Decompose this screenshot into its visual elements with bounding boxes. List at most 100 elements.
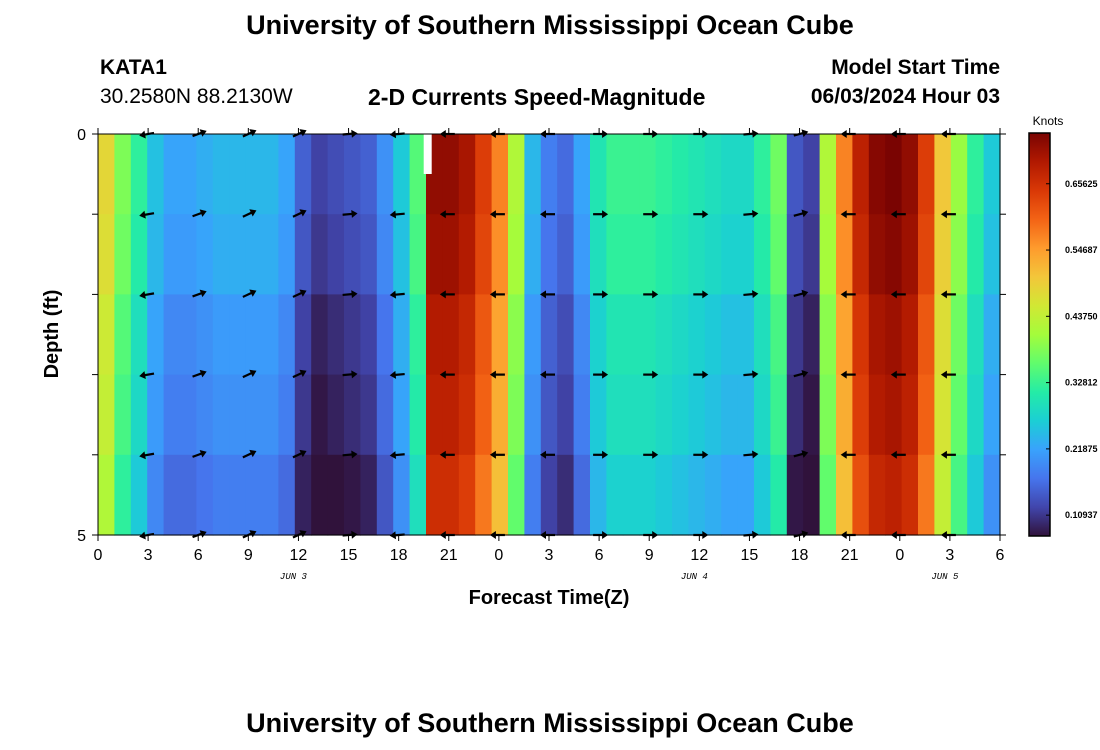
heatmap-cell — [130, 134, 148, 215]
heatmap-cell — [360, 374, 378, 456]
heatmap-cell — [918, 214, 935, 295]
heatmap-cell — [868, 294, 886, 376]
heatmap-cell — [458, 214, 476, 295]
heatmap-cell — [540, 134, 558, 215]
heatmap-cell — [836, 454, 853, 536]
heatmap-cell — [311, 134, 329, 215]
y-tick-label: 5 — [77, 528, 86, 545]
heatmap-cell — [229, 374, 247, 456]
colorbar-tick-label: 0.32812 — [1065, 378, 1098, 388]
heatmap-cell — [376, 454, 394, 536]
heatmap-cell — [737, 134, 755, 215]
x-tick-label: 0 — [94, 547, 103, 564]
heatmap-cell — [327, 214, 345, 295]
heatmap-cell — [458, 454, 476, 536]
heatmap-cell — [475, 214, 493, 295]
heatmap-cell — [229, 294, 247, 376]
heatmap-cell — [442, 214, 460, 295]
heatmap-cell — [426, 214, 443, 295]
heatmap-cell — [180, 454, 197, 536]
heatmap-cell — [458, 374, 476, 456]
heatmap-cell — [868, 134, 886, 215]
colorbar-tick-label: 0.43750 — [1065, 311, 1098, 321]
heatmap-cell — [983, 374, 1001, 456]
current-vector — [540, 450, 555, 459]
heatmap-cell — [147, 214, 165, 295]
heatmap-cell — [458, 294, 476, 376]
heatmap-cell — [737, 454, 755, 536]
heatmap-cell — [229, 214, 247, 295]
current-vector — [593, 370, 609, 379]
heatmap-cell — [524, 214, 542, 295]
heatmap-cell — [130, 374, 148, 456]
x-tick-label: 18 — [390, 547, 408, 564]
heatmap-cell — [344, 134, 361, 215]
chart-subtitle: 2-D Currents Speed-Magnitude — [368, 84, 706, 110]
heatmap-cell — [639, 214, 657, 295]
heatmap-cell — [688, 134, 706, 215]
heatmap-cell — [376, 374, 394, 456]
heatmap-cell — [885, 374, 903, 456]
heatmap-cell — [672, 214, 689, 295]
x-tick-label: 6 — [595, 547, 604, 564]
heatmap-cell — [803, 214, 821, 295]
current-vector — [489, 450, 505, 459]
heatmap-cell — [590, 374, 607, 456]
heatmap-cell — [262, 214, 279, 295]
heatmap-cell — [639, 454, 657, 536]
current-vector — [793, 289, 809, 298]
heatmap-cell — [934, 374, 952, 456]
heatmap-cell — [245, 454, 263, 536]
current-vector — [743, 209, 759, 218]
heatmap-cell — [442, 454, 460, 536]
heatmap-cell — [212, 214, 230, 295]
footer-title: University of Southern Mississippi Ocean… — [246, 708, 854, 738]
current-vector — [139, 210, 155, 219]
heatmap-cell — [885, 294, 903, 376]
date-label: JUN 5 — [931, 572, 959, 582]
heatmap-cell — [130, 214, 148, 295]
heatmap-cell — [393, 294, 411, 376]
heatmap-cell — [409, 134, 427, 215]
heatmap-cell — [819, 374, 837, 456]
heatmap-cell — [721, 374, 739, 456]
heatmap-cell — [491, 214, 509, 295]
heatmap-cell — [950, 374, 968, 456]
current-vector — [743, 370, 759, 379]
heatmap-cell — [622, 294, 640, 376]
heatmap-cell — [737, 214, 755, 295]
heatmap-cell — [819, 454, 837, 536]
heatmap-cell — [704, 214, 722, 295]
current-vector — [743, 450, 759, 459]
colorbar-gradient — [1028, 132, 1051, 537]
heatmap-cell — [868, 374, 886, 456]
heatmap-cell — [409, 294, 427, 376]
heatmap-cell — [606, 134, 624, 215]
heatmap-cell — [573, 454, 591, 536]
heatmap-cell — [557, 294, 575, 376]
heatmap-cell — [376, 214, 394, 295]
x-tick-label: 9 — [244, 547, 253, 564]
current-vector — [940, 290, 956, 299]
heatmap-cell — [721, 134, 739, 215]
heatmap-cell — [245, 134, 263, 215]
heatmap-cell — [344, 294, 361, 376]
heatmap-cell — [950, 134, 968, 215]
heatmap-cell — [278, 294, 296, 376]
heatmap-cell — [130, 294, 148, 376]
heatmap-cell — [475, 374, 493, 456]
heatmap-cell — [409, 454, 427, 536]
heatmap-cell — [163, 214, 181, 295]
heatmap-cell — [245, 294, 263, 376]
current-vector — [489, 370, 505, 379]
heatmap-cell — [770, 454, 788, 536]
heatmap-cell — [918, 454, 935, 536]
heatmap-cell — [508, 454, 525, 536]
current-vector — [242, 289, 257, 298]
heatmap-cell — [655, 454, 673, 536]
heatmap-cell — [294, 214, 312, 295]
heatmap-cell — [868, 454, 886, 536]
heatmap-cell — [852, 134, 870, 215]
current-vector — [342, 370, 358, 379]
heatmap-cell — [868, 214, 886, 295]
